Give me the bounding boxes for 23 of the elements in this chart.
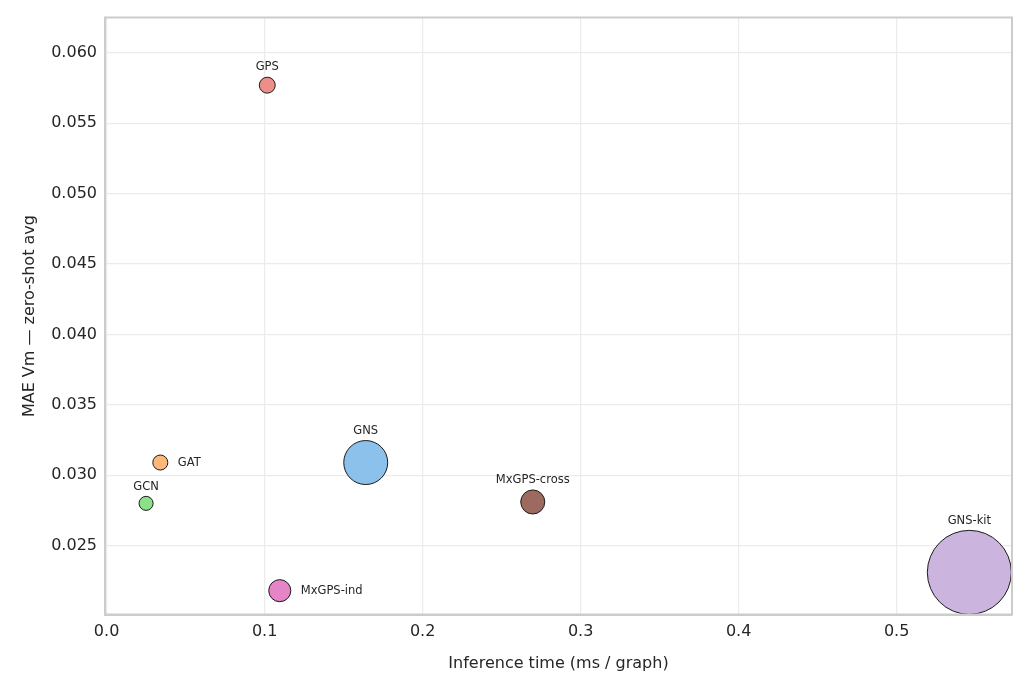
- x-tick-label: 0.5: [883, 621, 910, 641]
- y-tick-label: 0.035: [51, 393, 97, 413]
- y-tick-label: 0.060: [51, 41, 97, 61]
- y-tick-label: 0.030: [51, 464, 97, 484]
- series-label: GCN: [133, 478, 159, 493]
- x-tick-label: 0.2: [409, 621, 436, 641]
- series-label: MxGPS-cross: [495, 472, 570, 487]
- y-tick-label: 0.050: [51, 182, 97, 202]
- y-tick-label: 0.055: [51, 112, 97, 132]
- series-label: GAT: [177, 454, 202, 469]
- x-tick-label: 0.0: [93, 621, 120, 641]
- x-axis-title: Inference time (ms / graph): [448, 652, 669, 672]
- y-tick-label: 0.045: [51, 253, 97, 273]
- x-tick-label: 0.3: [567, 621, 594, 641]
- y-tick-label: 0.040: [51, 323, 97, 343]
- y-axis-title: MAE Vm — zero-shot avg: [18, 215, 38, 418]
- series-label: GPS: [255, 59, 279, 74]
- y-tick-label: 0.025: [51, 534, 97, 554]
- series-label: GNS: [353, 422, 379, 437]
- x-tick-label: 0.1: [251, 621, 278, 641]
- series-label: MxGPS-ind: [300, 582, 363, 597]
- x-tick-label: 0.4: [725, 621, 752, 641]
- series-label: GNS-kit: [947, 512, 992, 527]
